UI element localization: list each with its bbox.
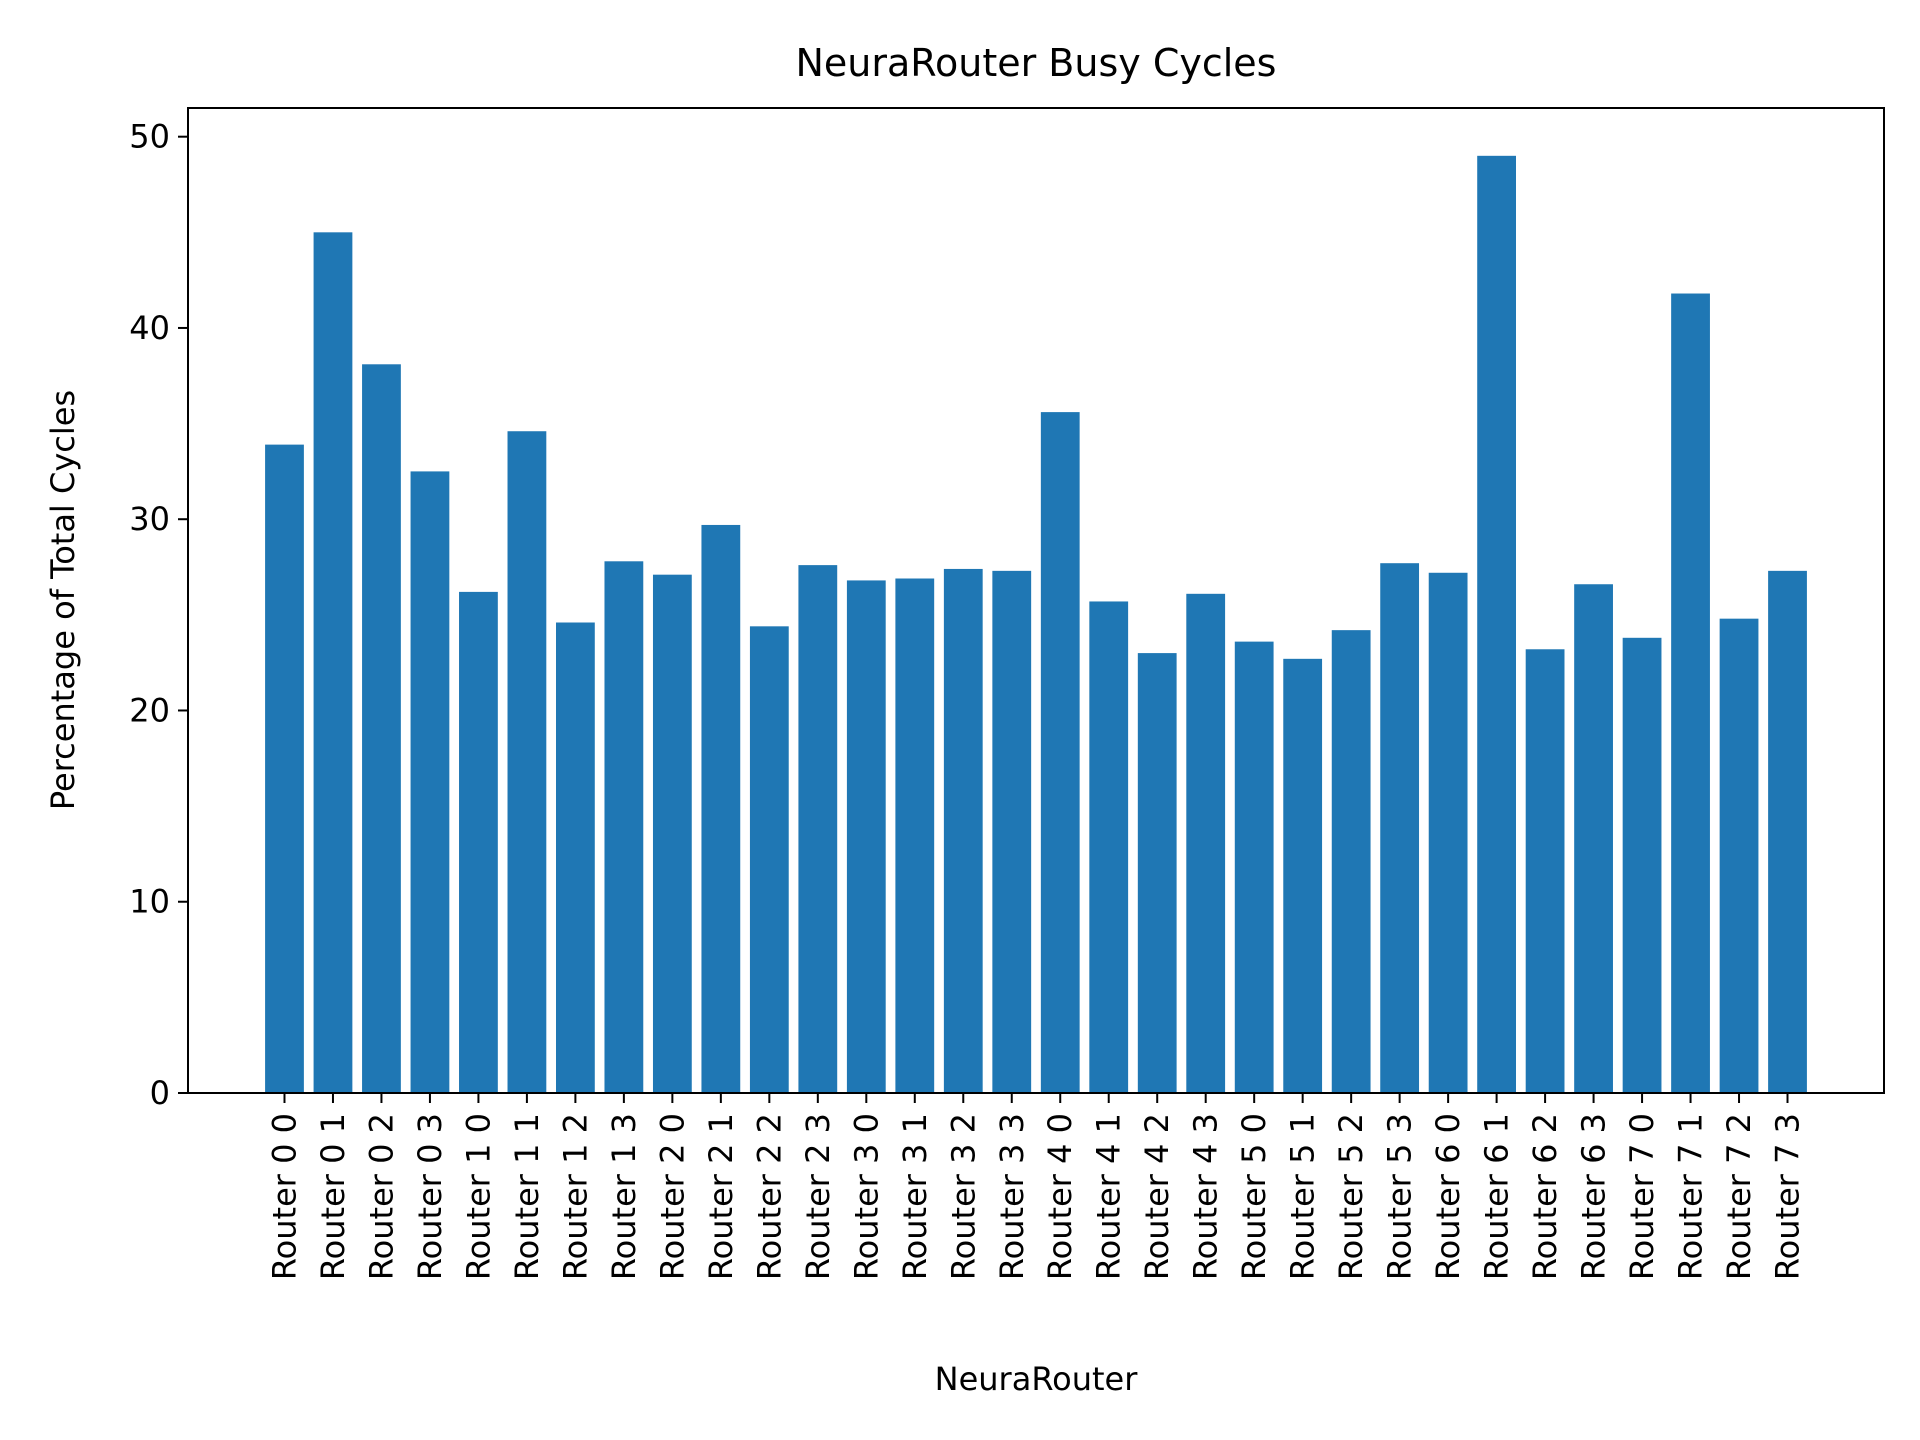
bars-group — [265, 155, 1807, 1094]
x-tick-label: Router 0 1 — [314, 1113, 352, 1280]
x-tick-label: Router 2 0 — [653, 1113, 691, 1280]
x-axis-label: NeuraRouter — [935, 1360, 1139, 1398]
x-tick-label: Router 4 3 — [1187, 1113, 1225, 1280]
x-tick-label: Router 6 3 — [1575, 1113, 1613, 1280]
y-tick-label: 40 — [129, 309, 170, 347]
x-tick-label: Router 1 2 — [556, 1113, 594, 1280]
x-tick-label: Router 0 2 — [362, 1113, 400, 1280]
x-tick-label: Router 5 3 — [1381, 1113, 1419, 1280]
bar-router-6-0 — [1428, 572, 1468, 1093]
x-tick-label: Router 6 0 — [1429, 1113, 1467, 1280]
bar-router-1-0 — [459, 591, 498, 1093]
x-tick-label: Router 6 1 — [1478, 1113, 1516, 1280]
bar-router-2-3 — [798, 565, 838, 1093]
x-tick-label: Router 7 0 — [1623, 1113, 1661, 1280]
x-tick-label: Router 3 0 — [847, 1113, 885, 1280]
x-tick-label: Router 5 2 — [1332, 1113, 1370, 1280]
bar-router-2-2 — [749, 626, 789, 1093]
chart-title: NeuraRouter Busy Cycles — [796, 41, 1277, 85]
bar-router-6-2 — [1525, 649, 1565, 1093]
bar-router-6-1 — [1477, 155, 1516, 1093]
bar-router-3-3 — [992, 570, 1032, 1093]
bar-router-2-0 — [652, 574, 692, 1093]
bar-router-7-2 — [1719, 618, 1759, 1093]
y-tick-label: 20 — [129, 691, 170, 729]
bar-router-3-2 — [943, 568, 983, 1093]
bar-router-5-2 — [1331, 630, 1371, 1093]
x-tick-label: Router 1 3 — [605, 1113, 643, 1280]
bar-router-1-3 — [604, 561, 644, 1093]
x-tick-label: Router 1 1 — [508, 1113, 546, 1280]
bar-router-4-3 — [1186, 593, 1226, 1093]
x-tick-label: Router 2 2 — [750, 1113, 788, 1280]
x-tick-label: Router 0 0 — [265, 1113, 303, 1280]
bar-router-0-3 — [410, 471, 450, 1093]
x-tick-label: Router 4 0 — [1041, 1113, 1079, 1280]
y-axis: 0 10 20 30 40 50 — [129, 118, 188, 1112]
bar-router-1-2 — [556, 622, 595, 1093]
y-tick-label: 30 — [129, 500, 170, 538]
x-tick-label: Router 5 1 — [1284, 1113, 1322, 1280]
x-tick-label: Router 7 2 — [1720, 1113, 1758, 1280]
bar-router-7-3 — [1768, 570, 1807, 1093]
bar-router-7-1 — [1671, 293, 1710, 1093]
plot-frame — [187, 107, 1885, 1094]
bar-router-2-1 — [701, 524, 741, 1093]
x-tick-label: Router 3 2 — [944, 1113, 982, 1280]
bar-router-7-0 — [1622, 637, 1662, 1093]
bar-router-5-0 — [1234, 641, 1274, 1093]
bar-router-6-3 — [1574, 584, 1613, 1093]
bar-router-5-3 — [1380, 563, 1420, 1093]
x-tick-label: Router 5 0 — [1235, 1113, 1273, 1280]
x-tick-label: Router 2 1 — [702, 1113, 740, 1280]
bar-router-0-0 — [265, 444, 304, 1093]
bar-router-0-1 — [313, 232, 353, 1093]
bar-router-4-1 — [1089, 601, 1129, 1093]
y-tick-label: 0 — [150, 1074, 170, 1112]
y-tick-label: 50 — [129, 118, 170, 156]
bar-router-3-0 — [846, 580, 886, 1093]
x-tick-label: Router 4 1 — [1090, 1113, 1128, 1280]
bar-router-4-2 — [1137, 653, 1177, 1093]
bar-router-0-2 — [362, 364, 401, 1093]
y-axis-label: Percentage of Total Cycles — [44, 390, 82, 810]
x-axis: Router 0 0 Router 0 1 Router 0 2 Router 0 3… — [265, 1093, 1807, 1280]
y-tick-label: 10 — [129, 883, 170, 921]
bar-router-3-1 — [895, 578, 935, 1093]
x-tick-label: Router 3 1 — [896, 1113, 934, 1280]
bar-router-5-1 — [1283, 658, 1323, 1093]
x-tick-label: Router 0 3 — [411, 1113, 449, 1280]
bar-router-1-1 — [507, 431, 547, 1094]
x-tick-label: Router 2 3 — [799, 1113, 837, 1280]
x-tick-label: Router 1 0 — [459, 1113, 497, 1280]
x-tick-label: Router 7 1 — [1672, 1113, 1710, 1280]
x-tick-label: Router 4 2 — [1138, 1113, 1176, 1280]
x-tick-label: Router 7 3 — [1769, 1113, 1807, 1280]
x-tick-label: Router 3 3 — [993, 1113, 1031, 1280]
bar-router-4-0 — [1040, 412, 1080, 1093]
x-tick-label: Router 6 2 — [1526, 1113, 1564, 1280]
